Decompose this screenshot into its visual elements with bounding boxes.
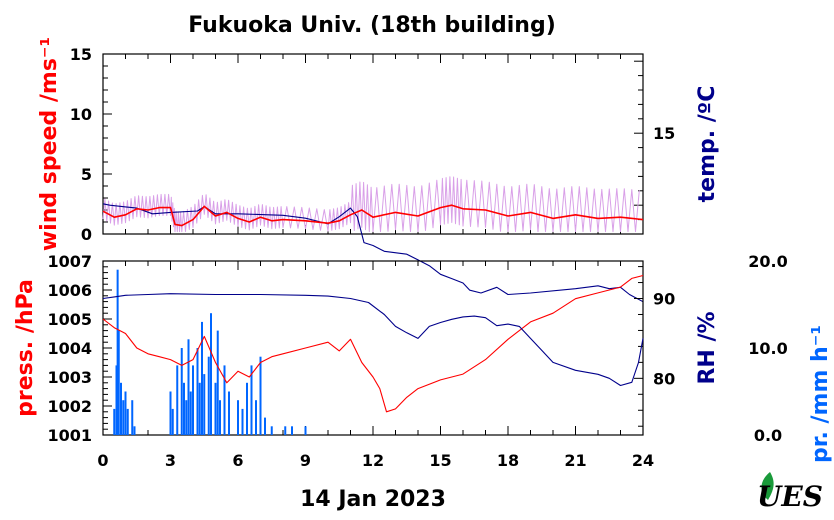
y-tick-label: 1006 bbox=[47, 281, 92, 300]
y-tick-label: 10 bbox=[70, 105, 92, 124]
upper-panel: 0 5 10 15 15 wind speed /ms⁻¹ temp. /ºC bbox=[37, 37, 720, 303]
precip-bar bbox=[117, 330, 120, 435]
precip-tick-label: 20.0 bbox=[748, 252, 787, 271]
y-tick-label: 15 bbox=[70, 45, 92, 64]
chart-title: Fukuoka Univ. (18th building) bbox=[188, 13, 556, 38]
precip-bar bbox=[304, 426, 307, 435]
precip-bar bbox=[120, 382, 122, 435]
y-tick-label: 1005 bbox=[47, 310, 92, 329]
x-tick-label: 0 bbox=[97, 451, 108, 470]
date-label: 14 Jan 2023 bbox=[300, 487, 446, 512]
precip-bar bbox=[214, 382, 217, 435]
precip-bar bbox=[185, 400, 188, 435]
x-tick-label: 9 bbox=[300, 451, 311, 470]
precip-bar bbox=[126, 408, 129, 435]
precip-bar bbox=[116, 269, 119, 435]
precip-bar bbox=[237, 400, 239, 435]
precip-bar bbox=[183, 382, 185, 435]
y-tick-label: 5 bbox=[81, 165, 92, 184]
precip-tick-label: 10.0 bbox=[748, 339, 787, 358]
precip-bar bbox=[187, 339, 190, 435]
precip-bar bbox=[201, 321, 203, 435]
rh-axis-label: RH /% bbox=[695, 311, 720, 384]
precip-bar bbox=[124, 391, 127, 435]
precip-bar bbox=[284, 426, 287, 435]
precip-bar bbox=[207, 356, 210, 435]
logo-text: UES bbox=[757, 480, 823, 513]
precip-bar bbox=[189, 391, 192, 435]
wind-speed-line bbox=[102, 204, 644, 227]
precip-bar bbox=[291, 426, 293, 435]
precip-bar bbox=[198, 382, 201, 435]
precip-bar bbox=[196, 348, 199, 435]
x-tick-label: 6 bbox=[232, 451, 243, 470]
y-tick-label: 0 bbox=[81, 225, 92, 244]
precip-bar bbox=[270, 426, 273, 435]
precip-bar bbox=[259, 356, 262, 435]
temp-axis-label: temp. /ºC bbox=[695, 86, 720, 203]
wind-axis-label: wind speed /ms⁻¹ bbox=[37, 37, 62, 251]
x-tick-label: 15 bbox=[429, 451, 451, 470]
precip-bar bbox=[169, 391, 172, 435]
lower-series bbox=[102, 269, 644, 435]
upper-ticks: 0 5 10 15 15 bbox=[70, 45, 676, 244]
precip-bar bbox=[216, 330, 219, 435]
precip-bar bbox=[192, 365, 194, 435]
lower-ticks: 0 3 6 9 12 15 18 21 24 1001 1002 1003 1004 1005 1006 10… bbox=[47, 252, 787, 470]
precip-bar bbox=[115, 365, 118, 435]
y-tick-label: 1001 bbox=[47, 426, 92, 445]
precip-bar bbox=[264, 417, 266, 435]
upper-plot-frame bbox=[102, 53, 644, 235]
pressure-line bbox=[102, 274, 644, 413]
x-tick-label: 12 bbox=[362, 451, 384, 470]
precip-bar bbox=[122, 400, 125, 435]
y-tick-label: 1007 bbox=[47, 252, 92, 271]
precip-bar bbox=[210, 313, 212, 435]
y-tick-label: 1004 bbox=[47, 339, 92, 358]
upper-series bbox=[102, 176, 644, 303]
x-tick-label: 24 bbox=[632, 451, 654, 470]
precip-bar bbox=[203, 374, 206, 435]
pressure-axis-label: press. /hPa bbox=[13, 279, 38, 417]
precip-bar bbox=[133, 426, 136, 435]
rh-line bbox=[102, 293, 644, 387]
precip-bar bbox=[131, 400, 134, 435]
wind-gust-line bbox=[102, 176, 640, 233]
precip-bar bbox=[180, 348, 183, 435]
precip-bar bbox=[113, 408, 116, 435]
ues-logo: UES bbox=[757, 472, 823, 513]
precip-tick-label: 0.0 bbox=[754, 426, 782, 445]
x-tick-label: 18 bbox=[497, 451, 519, 470]
precip-bar bbox=[223, 365, 226, 435]
precip-bar bbox=[255, 400, 257, 435]
precip-bar bbox=[219, 400, 221, 435]
precip-bar bbox=[241, 408, 244, 435]
y-tick-label: 1003 bbox=[47, 368, 92, 387]
y-tick-label: 80 bbox=[653, 369, 675, 388]
precip-bar bbox=[176, 365, 179, 435]
lower-panel: 0 3 6 9 12 15 18 21 24 1001 1002 1003 1004 1005 1006 10… bbox=[13, 252, 833, 470]
precip-bar bbox=[246, 382, 248, 435]
precip-axis-label: pr. /mm h⁻¹ bbox=[808, 325, 833, 463]
leaf-icon bbox=[761, 472, 774, 500]
x-tick-label: 3 bbox=[165, 451, 176, 470]
precip-bar bbox=[250, 365, 253, 435]
x-tick-label: 21 bbox=[564, 451, 586, 470]
y-tick-label: 90 bbox=[653, 290, 675, 309]
precip-bar bbox=[171, 408, 174, 435]
y-tick-label: 15 bbox=[653, 124, 675, 143]
precip-bar bbox=[228, 391, 230, 435]
y-tick-label: 1002 bbox=[47, 397, 92, 416]
